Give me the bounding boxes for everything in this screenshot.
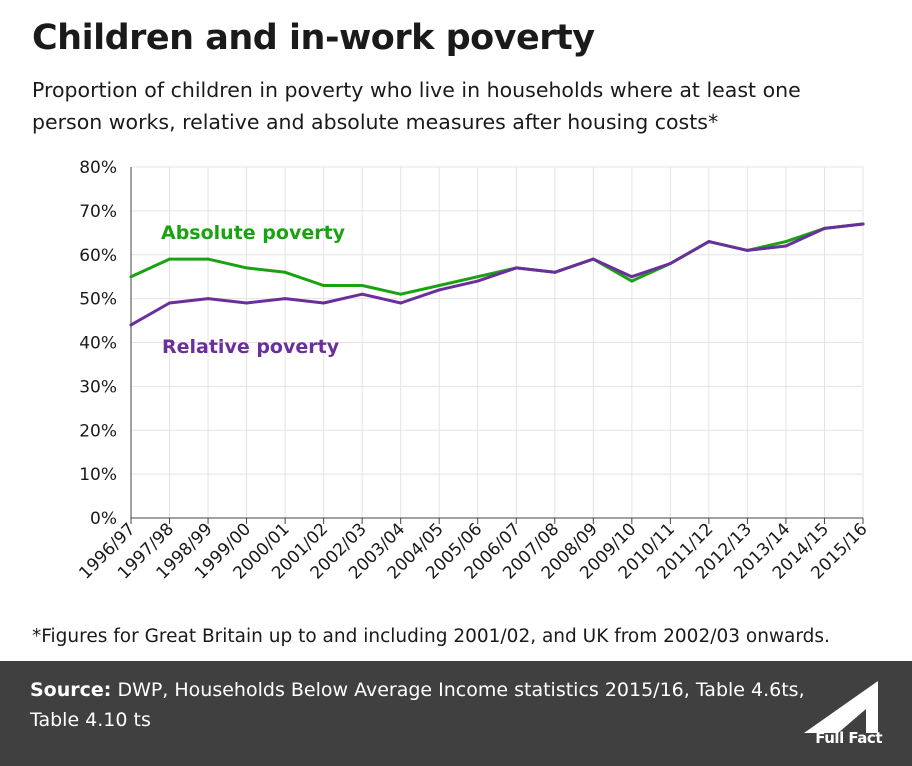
data-point-relative-poverty [168, 301, 172, 305]
data-point-relative-poverty [476, 279, 480, 283]
source-label: Source: [30, 679, 112, 701]
series-layer [129, 222, 865, 327]
data-point-relative-poverty [591, 257, 595, 261]
data-point-absolute-poverty [399, 292, 403, 296]
data-point-absolute-poverty [322, 283, 326, 287]
data-point-relative-poverty [745, 248, 749, 252]
logo-triangle-icon [804, 681, 878, 733]
footer-bar: Source: DWP, Households Below Average In… [0, 661, 912, 766]
data-point-relative-poverty [129, 323, 133, 327]
data-point-absolute-poverty [168, 257, 172, 261]
source-text: DWP, Households Below Average Income sta… [30, 679, 805, 731]
data-point-relative-poverty [707, 240, 711, 244]
data-point-absolute-poverty [437, 283, 441, 287]
y-tick-label: 80% [79, 158, 117, 178]
y-tick-label: 60% [79, 246, 117, 266]
data-point-relative-poverty [245, 301, 249, 305]
data-point-relative-poverty [206, 297, 210, 301]
data-point-relative-poverty [322, 301, 326, 305]
data-point-absolute-poverty [129, 275, 133, 279]
data-point-relative-poverty [553, 270, 557, 274]
grid-layer [131, 166, 864, 518]
y-tick-label: 50% [79, 290, 117, 310]
data-point-relative-poverty [399, 301, 403, 305]
data-point-absolute-poverty [630, 279, 634, 283]
series-label-absolute-poverty: Absolute poverty [161, 222, 346, 244]
line-chart: 0%10%20%30%40%50%60%70%80%1996/971997/98… [75, 158, 871, 583]
y-tick-label: 70% [79, 202, 117, 222]
data-point-relative-poverty [514, 266, 518, 270]
y-tick-label: 40% [79, 334, 117, 354]
data-point-absolute-poverty [784, 240, 788, 244]
y-tick-label: 0% [90, 509, 117, 529]
data-point-relative-poverty [360, 292, 364, 296]
page-title: Children and in-work poverty [32, 18, 595, 58]
source-note: Source: DWP, Households Below Average In… [30, 675, 820, 735]
data-point-relative-poverty [822, 226, 826, 230]
series-label-relative-poverty: Relative poverty [162, 336, 340, 358]
page-subtitle: Proportion of children in poverty who li… [32, 78, 801, 134]
data-point-absolute-poverty [360, 283, 364, 287]
data-point-absolute-poverty [476, 275, 480, 279]
data-point-relative-poverty [784, 244, 788, 248]
data-point-absolute-poverty [206, 257, 210, 261]
data-point-relative-poverty [437, 288, 441, 292]
series-line-relative-poverty [129, 222, 865, 327]
data-point-relative-poverty [668, 262, 672, 266]
y-tick-label: 10% [79, 465, 117, 485]
data-point-relative-poverty [283, 297, 287, 301]
data-point-relative-poverty [861, 222, 865, 226]
footnote: *Figures for Great Britain up to and inc… [32, 626, 830, 647]
label-layer: Absolute poverty Relative poverty [161, 222, 346, 358]
data-point-absolute-poverty [245, 266, 249, 270]
data-point-relative-poverty [630, 275, 634, 279]
y-tick-label: 30% [79, 377, 117, 397]
logo-text: Full Fact [815, 729, 882, 747]
data-point-absolute-poverty [283, 270, 287, 274]
full-fact-logo: Full Fact [800, 679, 883, 747]
y-tick-label: 20% [79, 421, 117, 441]
